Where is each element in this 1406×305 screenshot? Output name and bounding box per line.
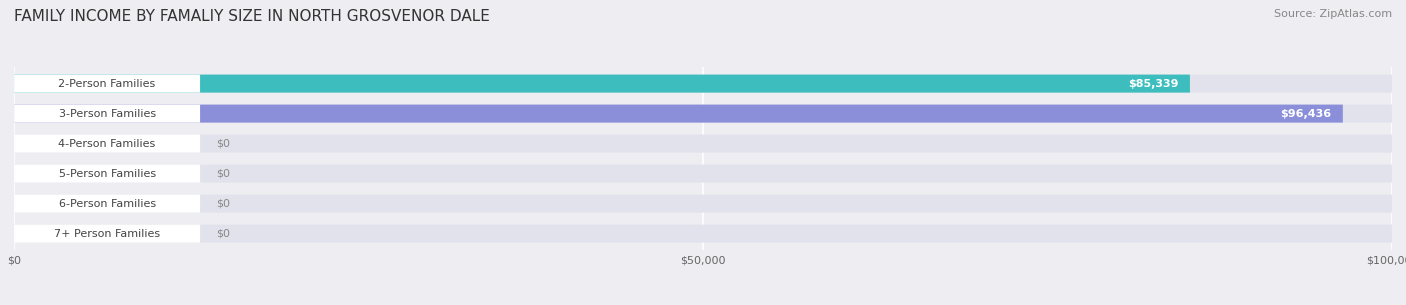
FancyBboxPatch shape (14, 195, 200, 213)
Text: $85,339: $85,339 (1129, 79, 1178, 88)
FancyBboxPatch shape (14, 75, 200, 93)
FancyBboxPatch shape (14, 75, 1189, 93)
Text: 3-Person Families: 3-Person Families (59, 109, 156, 119)
Text: $0: $0 (217, 138, 231, 149)
Text: FAMILY INCOME BY FAMALIY SIZE IN NORTH GROSVENOR DALE: FAMILY INCOME BY FAMALIY SIZE IN NORTH G… (14, 9, 489, 24)
FancyBboxPatch shape (14, 105, 200, 123)
Text: 2-Person Families: 2-Person Families (59, 79, 156, 88)
Text: 4-Person Families: 4-Person Families (59, 138, 156, 149)
FancyBboxPatch shape (14, 224, 200, 242)
FancyBboxPatch shape (14, 165, 1392, 183)
Text: $0: $0 (217, 199, 231, 209)
FancyBboxPatch shape (14, 135, 1392, 152)
Text: 7+ Person Families: 7+ Person Families (53, 229, 160, 239)
FancyBboxPatch shape (14, 135, 200, 152)
FancyBboxPatch shape (14, 105, 1392, 123)
FancyBboxPatch shape (14, 224, 1392, 242)
FancyBboxPatch shape (14, 165, 200, 183)
Text: $0: $0 (217, 169, 231, 179)
Text: 5-Person Families: 5-Person Families (59, 169, 156, 179)
FancyBboxPatch shape (14, 105, 1343, 123)
FancyBboxPatch shape (14, 75, 1392, 93)
Text: $0: $0 (217, 229, 231, 239)
Text: Source: ZipAtlas.com: Source: ZipAtlas.com (1274, 9, 1392, 19)
Text: $96,436: $96,436 (1281, 109, 1331, 119)
Text: 6-Person Families: 6-Person Families (59, 199, 156, 209)
FancyBboxPatch shape (14, 195, 1392, 213)
